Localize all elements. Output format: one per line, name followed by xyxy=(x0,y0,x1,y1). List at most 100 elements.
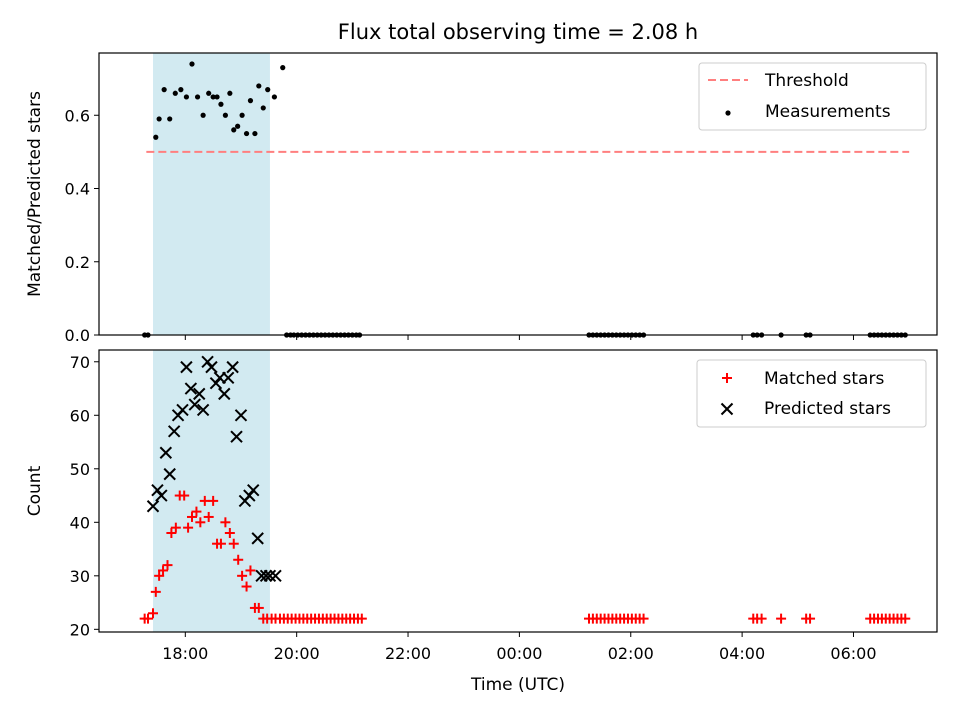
matched-star-point xyxy=(162,560,173,571)
bottom-y-tick-label: 30 xyxy=(70,567,90,586)
bottom-y-tick-label: 40 xyxy=(70,513,90,532)
predicted-star-point xyxy=(193,387,206,401)
observing-span xyxy=(153,350,270,632)
predicted-star-point xyxy=(163,467,176,481)
measurement-point xyxy=(271,94,277,100)
bottom-y-tick-label: 50 xyxy=(70,460,90,479)
predicted-star-point xyxy=(218,387,231,401)
top-y-tick-label: 0.6 xyxy=(65,106,90,125)
measurement-point xyxy=(153,134,159,140)
measurement-point xyxy=(167,116,173,122)
matched-star-point xyxy=(183,522,194,533)
predicted-star-point xyxy=(184,382,198,395)
matched-star-point xyxy=(179,490,190,501)
measurement-point xyxy=(243,130,250,137)
predicted-star-point xyxy=(155,489,168,502)
bottom-legend: Matched stars Predicted stars xyxy=(696,359,927,428)
measurement-point xyxy=(183,94,190,100)
top-y-tick-label: 0.4 xyxy=(65,180,90,199)
matched-star-point xyxy=(208,495,219,506)
x-axis-label: Time (UTC) xyxy=(470,675,565,695)
bottom-legend-box xyxy=(696,359,927,428)
predicted-star-point xyxy=(243,489,256,502)
top-panel: 0.0 0.2 0.4 0.6 Matched/Predicted stars Thr… xyxy=(25,52,938,345)
top-legend: Threshold Measurements xyxy=(698,62,927,131)
bottom-y-tick-label: 70 xyxy=(70,353,90,372)
predicted-star-point xyxy=(221,371,235,385)
matched-star-point xyxy=(199,495,210,506)
measurement-point xyxy=(189,61,195,67)
measurement-point xyxy=(206,90,212,96)
matched-star-point xyxy=(805,613,816,624)
predicted-star-point xyxy=(269,569,282,583)
matched-star-point xyxy=(203,511,214,522)
predicted-star-point xyxy=(226,360,239,374)
top-y-tick-label: 0.0 xyxy=(65,326,90,345)
predicted-star-point xyxy=(247,483,260,497)
measurement-point xyxy=(231,127,237,133)
matched-star-point xyxy=(158,565,169,576)
measurement-point xyxy=(256,83,262,89)
matched-star-point xyxy=(245,565,256,576)
measurement-point xyxy=(227,90,233,96)
predicted-star-point xyxy=(234,409,248,422)
bottom-x-tick-label: 00:00 xyxy=(496,644,542,663)
measurement-point xyxy=(156,116,162,122)
top-legend-box xyxy=(698,62,927,131)
matched-star-point xyxy=(241,581,252,592)
matched-star-point xyxy=(756,613,767,624)
predicted-star-point xyxy=(263,569,277,583)
bottom-x-tick-label: 20:00 xyxy=(274,644,320,663)
matched-star-point xyxy=(186,511,197,522)
matched-star-point xyxy=(253,602,264,613)
matched-star-point xyxy=(638,613,649,624)
predicted-star-point xyxy=(159,446,173,459)
measurement-point xyxy=(214,94,220,100)
measurement-point xyxy=(235,123,241,129)
measurement-point xyxy=(218,101,224,107)
matched-star-point xyxy=(776,613,787,624)
measurement-point xyxy=(200,112,206,118)
bottom-x-tick-label: 04:00 xyxy=(719,644,765,663)
matched-star-point xyxy=(233,554,244,565)
top-y-axis-label: Matched/Predicted stars xyxy=(25,91,45,297)
predicted-star-point xyxy=(146,500,160,513)
bottom-x-ticks: 18:00 20:00 22:00 00:00 02:00 04:00 06:00 xyxy=(162,632,877,663)
predicted-star-point xyxy=(151,483,164,497)
matched-star-point xyxy=(220,517,231,528)
predicted-star-point xyxy=(176,403,189,417)
matched-star-point xyxy=(228,538,239,549)
predicted-star-point xyxy=(259,569,273,583)
matched-star-point xyxy=(356,613,367,624)
bottom-y-axis-label: Count xyxy=(25,465,45,516)
measurement-point xyxy=(260,105,266,111)
matched-star-point xyxy=(170,522,181,533)
bottom-y-ticks: 20 30 40 50 60 70 xyxy=(70,353,99,639)
top-axes-frame xyxy=(98,52,938,336)
predicted-star-point xyxy=(188,398,201,411)
measurement-point xyxy=(194,94,201,100)
bottom-x-tick-label: 06:00 xyxy=(830,644,876,663)
predicted-star-point xyxy=(205,360,218,374)
matched-star-point xyxy=(148,608,159,619)
measurement-point xyxy=(239,112,245,118)
bottom-x-tick-label: 22:00 xyxy=(385,644,431,663)
matched-star-point xyxy=(900,613,911,624)
bottom-x-tick-label: 02:00 xyxy=(608,644,654,663)
measurement-point xyxy=(178,87,184,93)
legend-matched-label: Matched stars xyxy=(764,369,884,389)
predicted-star-point xyxy=(201,355,214,368)
legend-matched-swatch xyxy=(722,373,732,383)
top-y-ticks: 0.0 0.2 0.4 0.6 xyxy=(65,106,99,345)
measurement-point xyxy=(247,98,254,104)
legend-predicted-label: Predicted stars xyxy=(764,399,891,419)
predicted-star-point xyxy=(180,360,193,374)
predicted-star-point xyxy=(230,430,243,443)
measurement-point xyxy=(161,87,167,93)
measurement-point xyxy=(210,94,216,100)
matched-star-point xyxy=(166,528,177,539)
predicted-star-point xyxy=(167,425,181,438)
matched-star-point xyxy=(224,528,235,539)
predicted-star-point xyxy=(251,532,264,545)
